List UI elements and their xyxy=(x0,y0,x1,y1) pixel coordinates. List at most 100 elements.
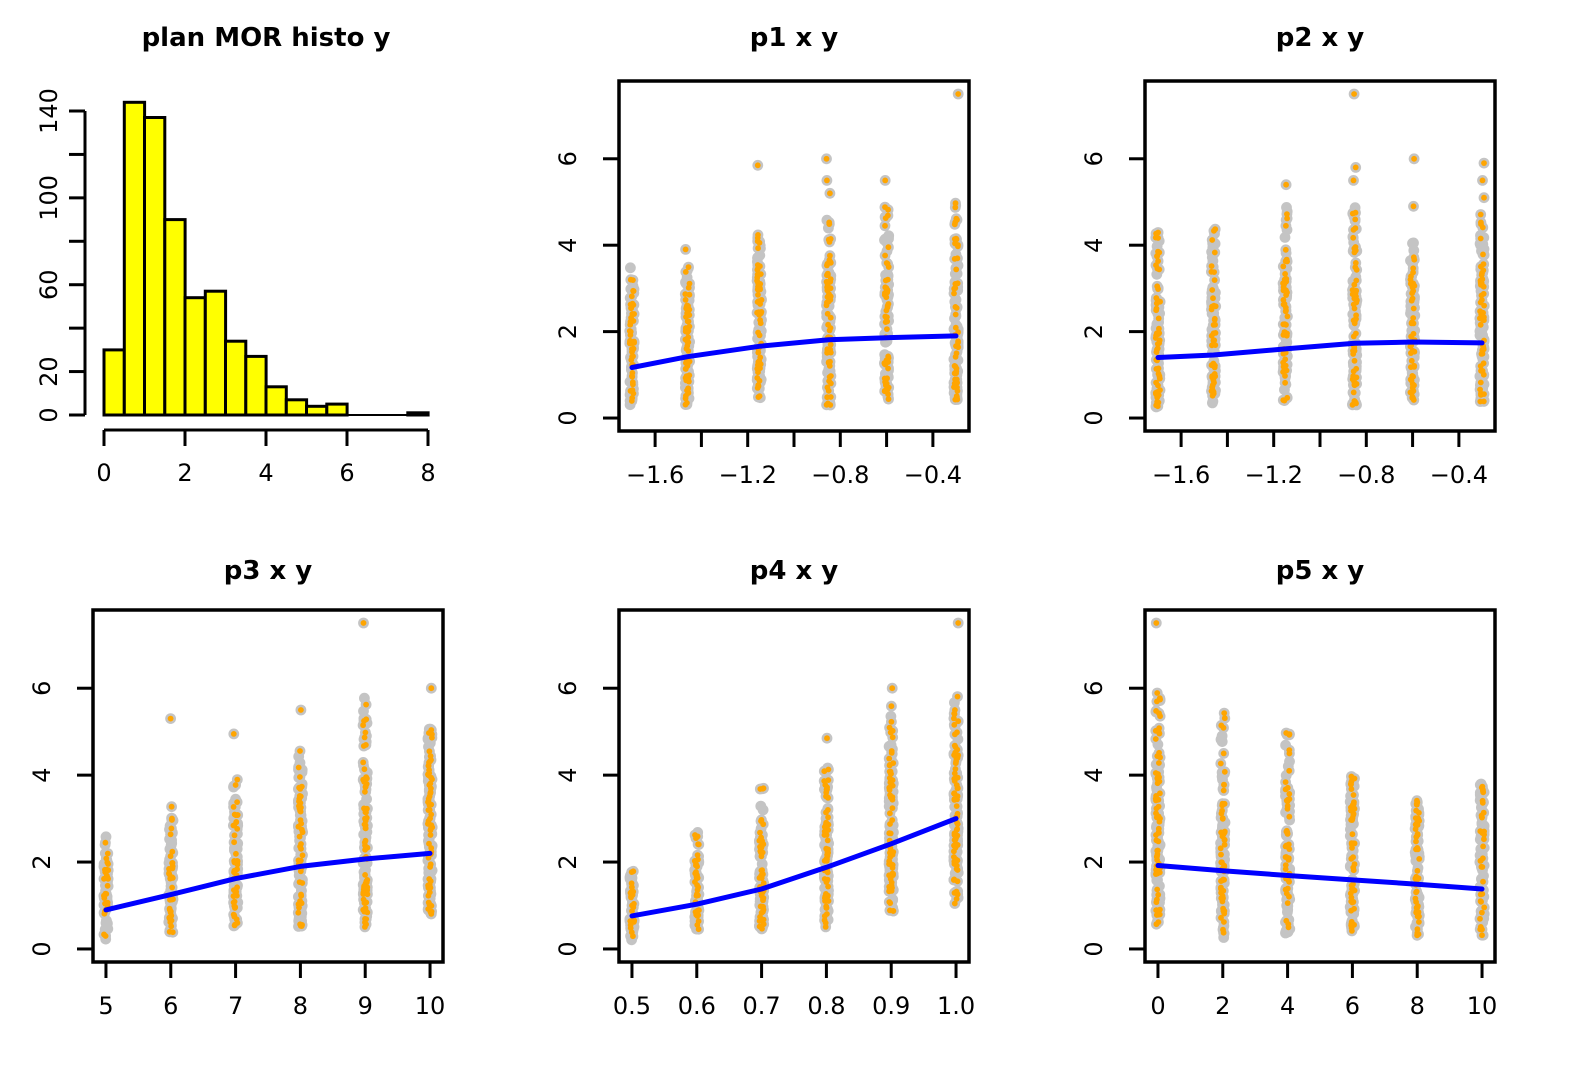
x-tick-label: −0.4 xyxy=(904,461,962,489)
points-gray xyxy=(624,617,964,946)
panel-p4: p4 x y 0.5 0.6 0.7 0.8 0.9 1.0 0 2 4 6 xyxy=(526,537,1052,1075)
panel-title: p1 x y xyxy=(750,23,839,53)
histogram-bars xyxy=(102,100,430,417)
x-tick-label: 9 xyxy=(358,992,373,1020)
x-axis: −1.6 −1.2 −0.8 −0.4 xyxy=(626,431,962,489)
points-gray xyxy=(1150,88,1490,413)
y-tick-label: 20 xyxy=(35,356,63,387)
p4-scatter-plot: p4 x y 0.5 0.6 0.7 0.8 0.9 1.0 0 2 4 6 xyxy=(554,556,975,1020)
histogram-bar xyxy=(224,339,248,417)
plot-box xyxy=(617,608,971,964)
panel-title: p2 x y xyxy=(1276,23,1365,53)
y-tick-label: 4 xyxy=(1080,767,1108,782)
y-axis: 0 2 4 6 xyxy=(1080,151,1145,426)
histogram-bar xyxy=(163,218,187,417)
x-tick-label: 6 xyxy=(339,459,354,487)
y-tick-label: 4 xyxy=(1080,238,1108,253)
x-tick-label: −1.6 xyxy=(1152,461,1210,489)
y-tick-label: 100 xyxy=(35,175,63,221)
plot-box xyxy=(1143,79,1497,433)
y-tick-label: 2 xyxy=(28,854,56,869)
points-gray xyxy=(624,88,964,411)
x-tick-label: 0.7 xyxy=(743,992,781,1020)
y-axis: 0 2 4 6 xyxy=(28,681,93,957)
y-tick-label: 4 xyxy=(554,238,582,253)
p2-scatter-plot: p2 x y −1.6 −1.2 −0.8 −0.4 0 2 4 6 xyxy=(1080,23,1497,489)
x-tick-label: −1.6 xyxy=(626,461,684,489)
histogram-bar xyxy=(244,354,268,417)
plot-box xyxy=(91,608,445,964)
y-tick-label: 6 xyxy=(554,681,582,696)
x-tick-label: 2 xyxy=(1215,992,1230,1020)
loess-line xyxy=(1155,339,1485,360)
panel-title: p5 x y xyxy=(1276,556,1365,586)
x-tick-label: 8 xyxy=(293,992,308,1020)
x-tick-label: 0 xyxy=(96,459,111,487)
x-axis: 0.5 0.6 0.7 0.8 0.9 1.0 xyxy=(613,962,975,1020)
y-tick-label: 6 xyxy=(28,681,56,696)
loess-line xyxy=(103,850,433,913)
x-tick-label: −0.4 xyxy=(1430,461,1488,489)
y-tick-label: 4 xyxy=(554,767,582,782)
points-gray xyxy=(1150,617,1490,943)
loess-line xyxy=(1155,863,1485,892)
histogram-bar xyxy=(264,385,288,417)
histogram-bar xyxy=(183,296,207,417)
x-tick-label: 0.6 xyxy=(678,992,716,1020)
y-axis: 0 20 60 100 140 xyxy=(35,88,87,423)
y-tick-label: 2 xyxy=(554,324,582,339)
x-tick-label: −0.8 xyxy=(811,461,869,489)
x-tick-label: 0.5 xyxy=(613,992,651,1020)
y-tick-label: 0 xyxy=(1080,410,1108,425)
panel-p1: p1 x y −1.6 −1.2 −0.8 −0.4 0 2 4 6 xyxy=(526,0,1052,537)
y-tick-label: 0 xyxy=(1080,941,1108,956)
x-tick-label: 0 xyxy=(1150,992,1165,1020)
plot-box xyxy=(617,79,971,433)
x-tick-label: 6 xyxy=(1345,992,1360,1020)
y-tick-label: 6 xyxy=(1080,681,1108,696)
x-tick-label: 2 xyxy=(177,459,192,487)
x-tick-label: 0.9 xyxy=(872,992,910,1020)
histogram-bar xyxy=(305,404,329,417)
histogram-bar xyxy=(122,100,147,417)
panel-p2: p2 x y −1.6 −1.2 −0.8 −0.4 0 2 4 6 xyxy=(1052,0,1578,537)
panel-title: p4 x y xyxy=(750,556,839,586)
histogram-bar xyxy=(406,411,430,417)
histogram-bar xyxy=(284,398,309,417)
y-tick-label: 6 xyxy=(554,151,582,166)
y-tick-label: 0 xyxy=(35,407,63,422)
y-tick-label: 2 xyxy=(1080,324,1108,339)
y-axis: 0 2 4 6 xyxy=(554,681,619,957)
points-orange xyxy=(101,620,436,939)
p5-scatter-plot: p5 x y 0 2 4 6 8 10 0 2 4 6 xyxy=(1080,556,1497,1020)
plot-box xyxy=(1143,608,1497,964)
x-tick-label: −1.2 xyxy=(719,461,777,489)
x-tick-label: 1.0 xyxy=(937,992,975,1020)
y-tick-label: 2 xyxy=(1080,854,1108,869)
panel-p3: p3 x y 5 6 7 8 9 10 0 2 4 6 xyxy=(0,537,526,1075)
points-orange xyxy=(1152,91,1487,410)
y-tick-label: 60 xyxy=(35,269,63,300)
panel-title: p3 x y xyxy=(224,556,313,586)
points-orange xyxy=(626,91,962,408)
panel-p5: p5 x y 0 2 4 6 8 10 0 2 4 6 xyxy=(1052,537,1578,1075)
x-tick-label: 0.8 xyxy=(807,992,845,1020)
panel-title: plan MOR histo y xyxy=(142,23,391,53)
p3-scatter-plot: p3 x y 5 6 7 8 9 10 0 2 4 6 xyxy=(28,556,445,1020)
y-axis: 0 2 4 6 xyxy=(554,151,619,426)
histogram-bar xyxy=(203,289,228,417)
y-tick-label: 0 xyxy=(554,410,582,425)
histogram-bar xyxy=(325,402,349,417)
histogram-plot: plan MOR histo y 0 2 4 6 8 0 20 60 100 140 xyxy=(35,23,436,487)
y-tick-label: 4 xyxy=(28,767,56,782)
x-tick-label: −0.8 xyxy=(1337,461,1395,489)
histogram-bar xyxy=(143,116,167,417)
p1-scatter-plot: p1 x y −1.6 −1.2 −0.8 −0.4 0 2 4 6 xyxy=(554,23,971,489)
x-tick-label: −1.2 xyxy=(1245,461,1303,489)
y-tick-label: 140 xyxy=(35,88,63,134)
x-tick-label: 8 xyxy=(420,459,435,487)
y-axis: 0 2 4 6 xyxy=(1080,681,1145,957)
x-axis: −1.6 −1.2 −0.8 −0.4 xyxy=(1152,431,1488,489)
x-axis: 0 2 4 6 8 10 xyxy=(1150,962,1497,1020)
